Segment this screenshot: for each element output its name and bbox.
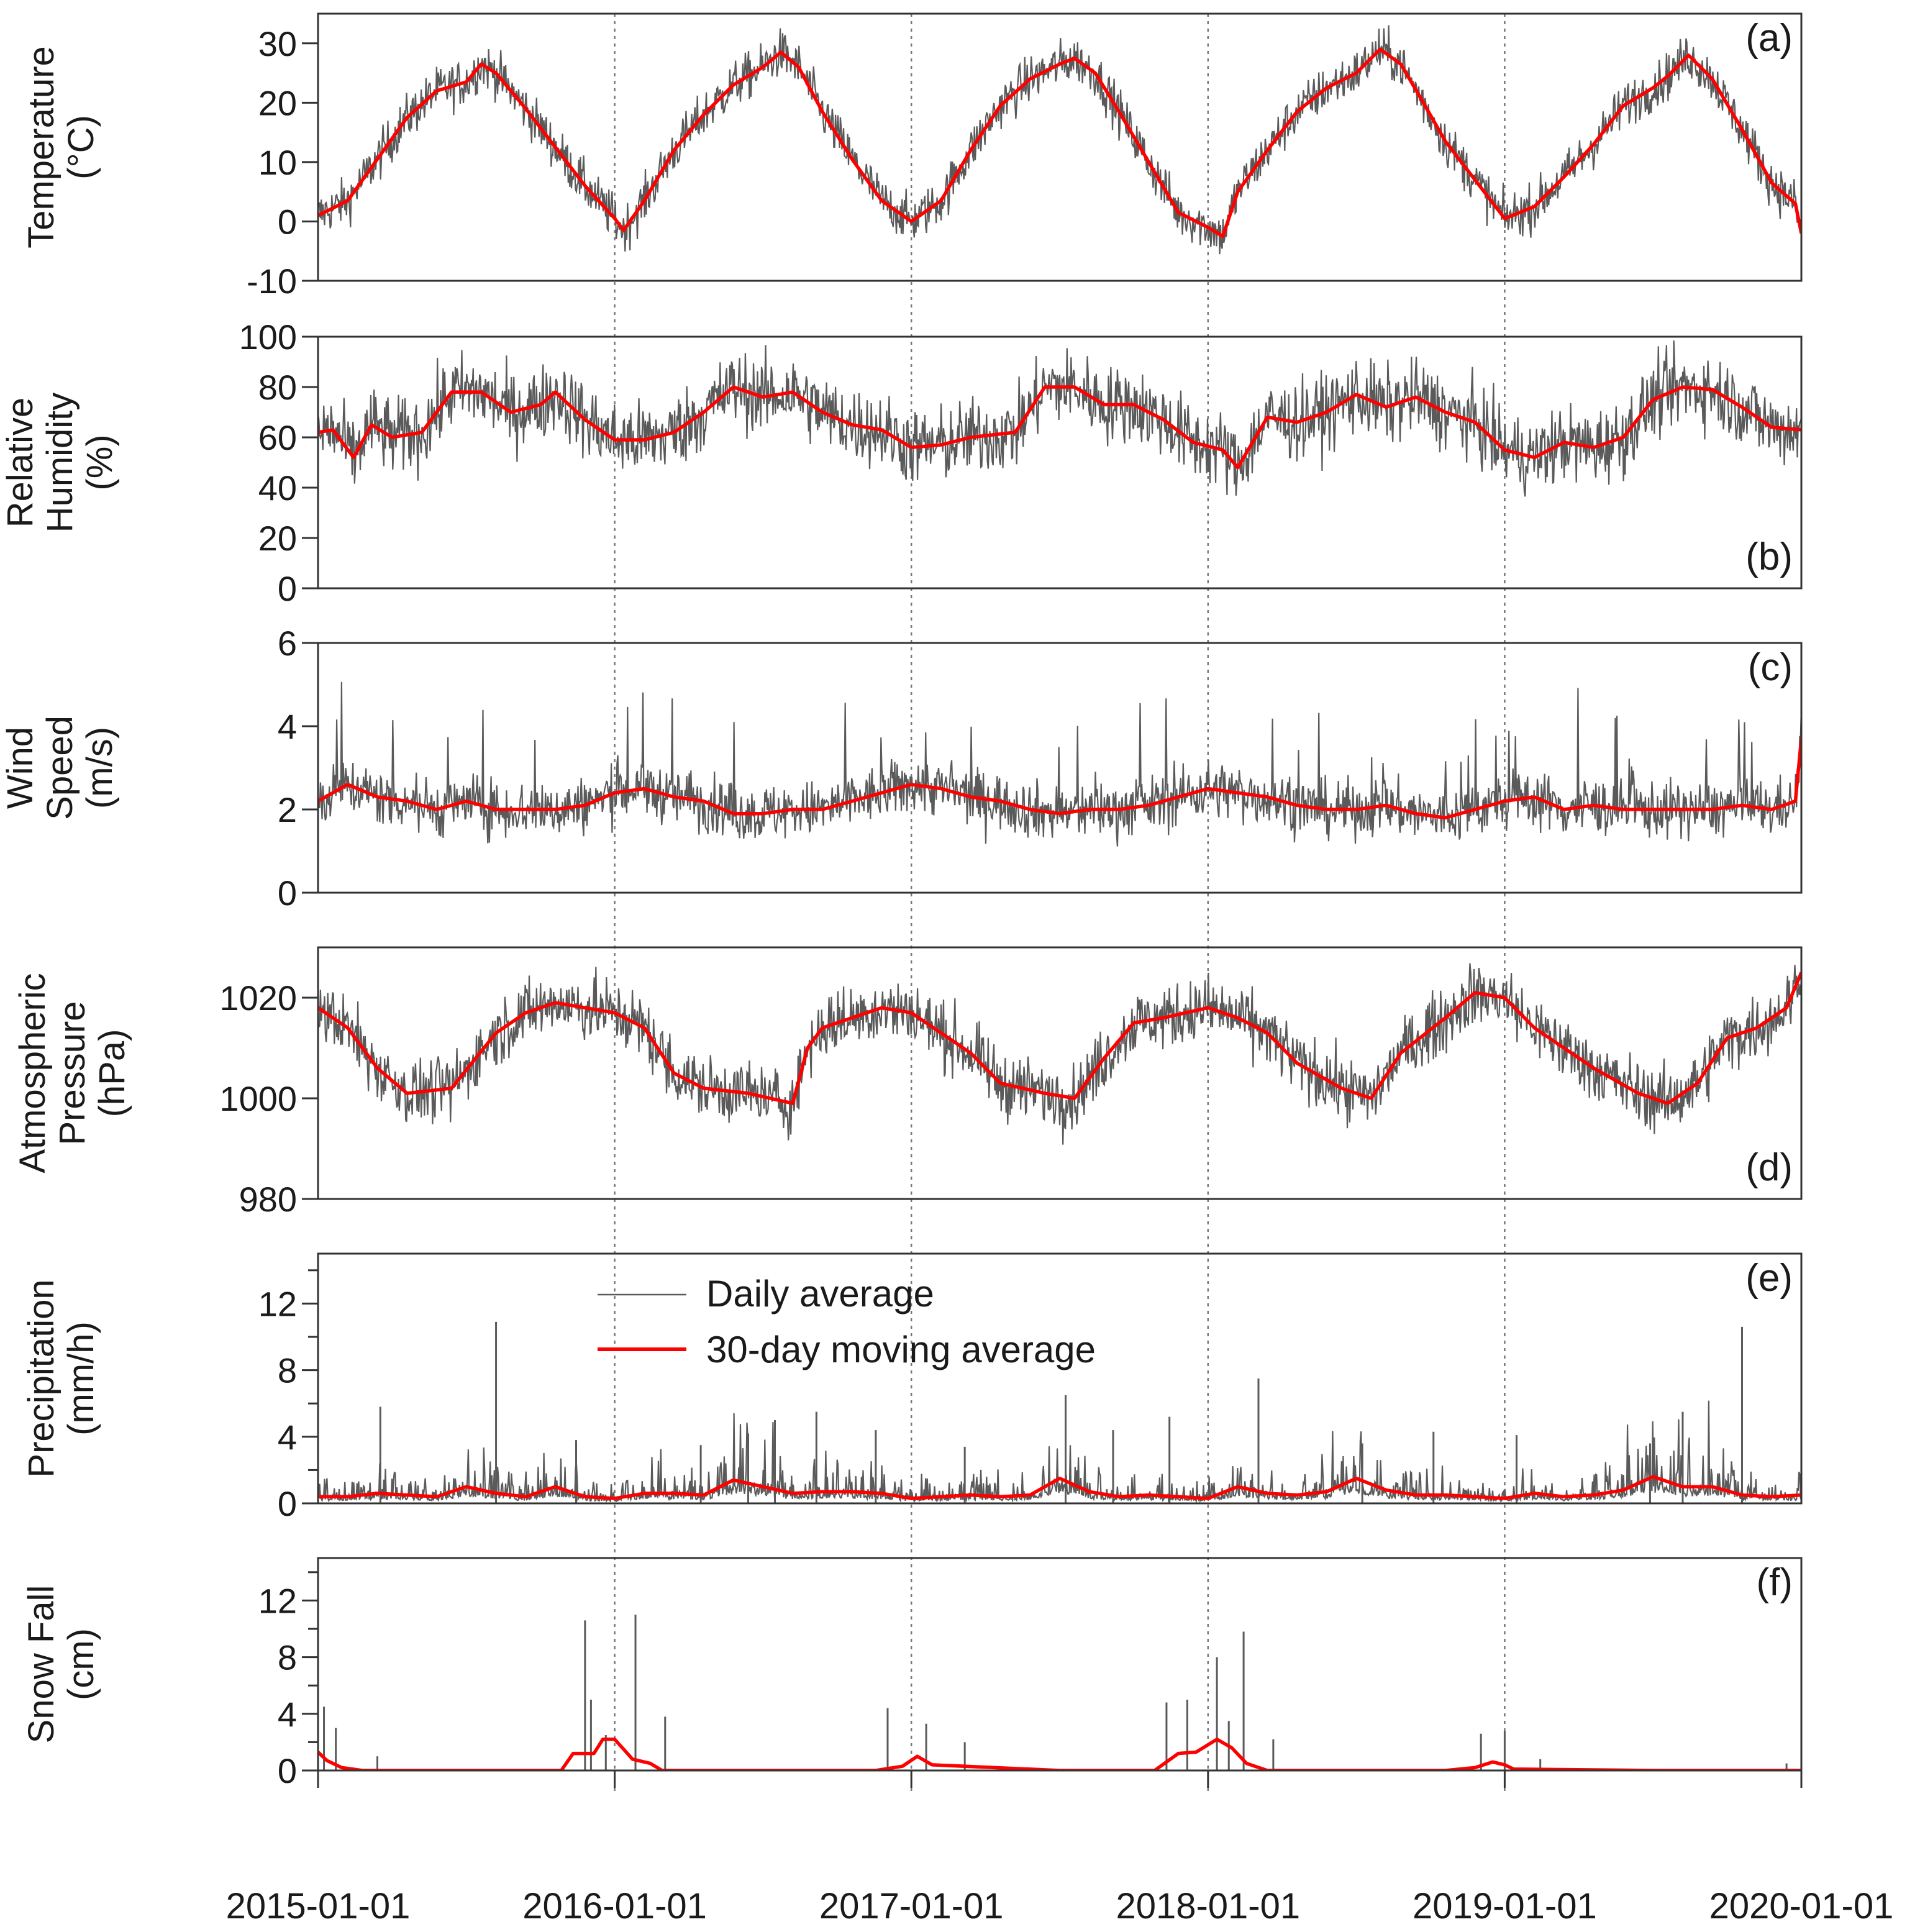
legend-moving-label: 30-day moving average — [706, 1329, 1096, 1370]
daily-average-spikes — [323, 1615, 1788, 1770]
panel-f: 0 4 8 12 Snow Fall (cm) (f) — [21, 1557, 1803, 1790]
y-axis-title-line: Temperature — [21, 46, 61, 248]
y-tick-label: 0 — [278, 569, 297, 608]
panel-b: 0 20 40 60 80 100 Relative Humidity (%) (b) — [0, 317, 1803, 608]
y-axis-title-line: (mm/h) — [61, 1321, 101, 1436]
panel-frame — [317, 1557, 1803, 1772]
legend: Daily average 30-day moving average — [598, 1273, 1096, 1370]
panel-label: (c) — [1748, 646, 1793, 689]
y-axis-title-line: Precipitation — [21, 1279, 61, 1477]
x-tick-label: 2020-01-01 — [1709, 1886, 1894, 1926]
y-axis-title-line: Pressure — [52, 1001, 93, 1145]
y-axis-title-line: (%) — [80, 434, 120, 490]
moving-average-line — [318, 47, 1801, 239]
panel-frame — [317, 946, 1803, 1200]
x-axis: 2015-01-01 2016-01-01 2017-01-01 2018-01-01… — [226, 1770, 1894, 1926]
y-tick-label: 1020 — [219, 978, 297, 1018]
y-axis-title-line: Humidity — [40, 393, 80, 533]
y-tick-label: -10 — [247, 262, 297, 301]
y-tick-label: 12 — [258, 1581, 297, 1620]
y-tick-label: 1000 — [219, 1079, 297, 1118]
panel-frame — [317, 12, 1803, 282]
y-axis-title-line: (cm) — [61, 1628, 101, 1700]
y-tick-label: 980 — [239, 1180, 297, 1219]
y-tick-label: 10 — [258, 143, 297, 182]
panel-c: 0 2 4 6 Wind Speed (m/s) (c) — [0, 624, 1803, 913]
y-axis-title-line: Relative — [0, 398, 40, 528]
y-tick-label: 6 — [278, 624, 297, 663]
y-tick-label: 0 — [278, 202, 297, 241]
daily-average-line — [318, 681, 1801, 847]
moving-average-line — [318, 738, 1801, 820]
y-tick-label: 2 — [278, 790, 297, 829]
panel-label: (a) — [1745, 17, 1793, 60]
y-tick-label: 20 — [258, 519, 297, 558]
x-tick-label: 2016-01-01 — [522, 1886, 707, 1926]
moving-average-line — [318, 385, 1801, 470]
moving-average-line — [318, 1738, 1801, 1770]
y-tick-label: 0 — [278, 1484, 297, 1523]
y-tick-label: 20 — [258, 83, 297, 122]
y-tick-label: 4 — [278, 1695, 297, 1734]
daily-average-line — [318, 340, 1801, 497]
y-axis-title-line: (m/s) — [80, 727, 120, 809]
y-tick-label: 12 — [258, 1284, 297, 1323]
panel-label: (f) — [1756, 1561, 1793, 1604]
panel-label: (d) — [1745, 1146, 1793, 1189]
y-axis-title-line: (hPa) — [92, 1029, 132, 1118]
y-tick-label: 0 — [278, 1751, 297, 1790]
x-tick-label: 2017-01-01 — [819, 1886, 1004, 1926]
y-tick-label: 60 — [258, 418, 297, 457]
y-axis-title-line: Atmospheric — [12, 973, 53, 1173]
panel-frame — [317, 1252, 1803, 1505]
y-tick-label: 80 — [258, 368, 297, 407]
y-axis-title-line: Wind — [0, 727, 40, 809]
y-tick-label: 40 — [258, 468, 297, 508]
x-tick-label: 2019-01-01 — [1413, 1886, 1597, 1926]
y-axis-title-line: (°C) — [61, 115, 101, 180]
panel-d: 980 1000 1020 Atmospheric Pressure (hPa) (d) — [12, 946, 1803, 1219]
x-tick-label: 2015-01-01 — [226, 1886, 411, 1926]
y-tick-label: 8 — [278, 1638, 297, 1677]
daily-average-line — [318, 25, 1801, 255]
daily-average-line — [318, 963, 1801, 1145]
y-tick-label: 100 — [239, 317, 297, 357]
legend-daily-label: Daily average — [706, 1273, 934, 1315]
x-tick-label: 2018-01-01 — [1116, 1886, 1300, 1926]
panel-frame — [317, 335, 1803, 590]
y-tick-label: 0 — [278, 873, 297, 913]
y-axis-title-line: Snow Fall — [21, 1585, 61, 1744]
panel-label: (e) — [1745, 1257, 1793, 1300]
y-tick-label: 4 — [278, 707, 297, 746]
panel-e: 0 4 8 12 Precipitation (mm/h) (e) — [21, 1252, 1803, 1523]
panel-label: (b) — [1745, 535, 1793, 578]
y-axis-title-line: Speed — [40, 716, 80, 820]
moving-average-line — [318, 972, 1801, 1105]
y-tick-label: 30 — [258, 24, 297, 63]
y-tick-label: 4 — [278, 1418, 297, 1457]
y-tick-label: 8 — [278, 1351, 297, 1390]
panel-a: -10 0 10 20 30 Temperature (°C) (a) — [21, 12, 1803, 301]
panel-frame — [317, 642, 1803, 894]
moving-average-line — [318, 1475, 1801, 1500]
